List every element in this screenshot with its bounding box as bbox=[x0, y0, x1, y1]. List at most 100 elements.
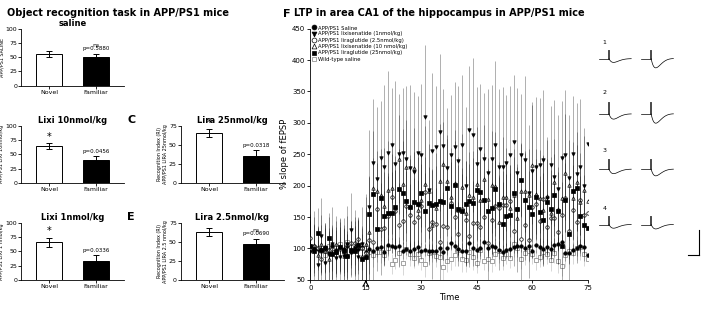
APP/PS1 Saline bbox=[402, 247, 411, 251]
Bar bbox=[84, 261, 109, 280]
Line: APP/PS1 liraglutide (25nmol/kg): APP/PS1 liraglutide (25nmol/kg) bbox=[309, 178, 590, 261]
Bar bbox=[196, 133, 222, 183]
APP/PS1 liraglutide (25nmol/kg) bbox=[517, 178, 525, 182]
APP/PS1 Saline bbox=[450, 244, 459, 248]
Text: 3: 3 bbox=[603, 148, 606, 153]
APP/PS1 lixisenatide (1nmol/kg) bbox=[406, 166, 414, 170]
APP/PS1 lixisenatide (10 nmol/kg) bbox=[306, 246, 314, 250]
APP/PS1 lixisenatide (10 nmol/kg) bbox=[336, 244, 344, 248]
APP/PS1 lixisenatide (1nmol/kg) bbox=[421, 115, 429, 119]
APP/PS1 liraglutide (2.5nmol/kg) bbox=[421, 190, 429, 194]
Line: Wild-type saline: Wild-type saline bbox=[309, 240, 590, 269]
Y-axis label: % slope of fEPSP: % slope of fEPSP bbox=[280, 119, 289, 189]
Text: C: C bbox=[127, 115, 135, 125]
Wild-type saline bbox=[457, 257, 466, 261]
APP/PS1 lixisenatide (1nmol/kg) bbox=[498, 165, 507, 169]
Title: Lira 25nmol/kg: Lira 25nmol/kg bbox=[197, 116, 268, 125]
Text: *: * bbox=[47, 226, 52, 237]
Text: p=0.0690: p=0.0690 bbox=[242, 232, 270, 237]
Text: p=0.0456: p=0.0456 bbox=[83, 149, 110, 154]
Line: APP/PS1 lixisenatide (1nmol/kg): APP/PS1 lixisenatide (1nmol/kg) bbox=[309, 115, 590, 267]
Title: Lixi 1nmol/kg: Lixi 1nmol/kg bbox=[41, 213, 105, 222]
APP/PS1 lixisenatide (1nmol/kg) bbox=[491, 143, 499, 147]
APP/PS1 Saline bbox=[557, 240, 566, 244]
Text: 2: 2 bbox=[603, 90, 606, 95]
APP/PS1 liraglutide (25nmol/kg) bbox=[487, 206, 496, 210]
Bar bbox=[243, 156, 269, 183]
Wild-type saline bbox=[498, 256, 507, 260]
X-axis label: Time: Time bbox=[439, 294, 459, 302]
APP/PS1 lixisenatide (10 nmol/kg) bbox=[395, 157, 404, 161]
Wild-type saline bbox=[306, 247, 314, 251]
Bar bbox=[84, 57, 109, 86]
APP/PS1 liraglutide (2.5nmol/kg) bbox=[317, 257, 326, 261]
Text: p=0.5880: p=0.5880 bbox=[83, 46, 110, 52]
APP/PS1 liraglutide (25nmol/kg) bbox=[583, 226, 592, 230]
APP/PS1 liraglutide (2.5nmol/kg) bbox=[535, 219, 544, 223]
APP/PS1 lixisenatide (10 nmol/kg) bbox=[535, 197, 544, 200]
APP/PS1 lixisenatide (10 nmol/kg) bbox=[498, 195, 507, 198]
Wild-type saline bbox=[491, 252, 499, 256]
Y-axis label: Recognition Index (RI)
APP/PS1 LIXI 1 nmol/kg: Recognition Index (RI) APP/PS1 LIXI 1 nm… bbox=[0, 223, 4, 280]
APP/PS1 Saline bbox=[491, 245, 499, 249]
APP/PS1 lixisenatide (1nmol/kg) bbox=[457, 143, 466, 147]
Bar bbox=[37, 146, 62, 183]
Line: APP/PS1 liraglutide (2.5nmol/kg): APP/PS1 liraglutide (2.5nmol/kg) bbox=[309, 190, 590, 261]
APP/PS1 lixisenatide (10 nmol/kg) bbox=[324, 258, 333, 261]
Bar bbox=[37, 242, 62, 280]
Line: APP/PS1 lixisenatide (10 nmol/kg): APP/PS1 lixisenatide (10 nmol/kg) bbox=[309, 157, 590, 261]
APP/PS1 liraglutide (2.5nmol/kg) bbox=[457, 207, 466, 211]
APP/PS1 liraglutide (25nmol/kg) bbox=[332, 250, 341, 254]
Legend: APP/PS1 Saline, APP/PS1 lixisenatide (1nmol/kg), APP/PS1 liraglutide (2.5nmol/kg: APP/PS1 Saline, APP/PS1 lixisenatide (1n… bbox=[312, 25, 407, 62]
APP/PS1 Saline bbox=[528, 249, 537, 253]
Text: 1: 1 bbox=[603, 40, 606, 45]
Title: saline: saline bbox=[59, 19, 87, 28]
APP/PS1 lixisenatide (10 nmol/kg) bbox=[583, 199, 592, 203]
Title: Lira 2.5nmol/kg: Lira 2.5nmol/kg bbox=[195, 213, 270, 222]
Wild-type saline bbox=[332, 250, 341, 254]
APP/PS1 lixisenatide (1nmol/kg) bbox=[314, 263, 322, 267]
APP/PS1 liraglutide (25nmol/kg) bbox=[535, 210, 544, 214]
Y-axis label: Recognition Index (RI)
APP/PS1 SALINE: Recognition Index (RI) APP/PS1 SALINE bbox=[0, 30, 4, 84]
APP/PS1 lixisenatide (10 nmol/kg) bbox=[457, 185, 466, 189]
Wild-type saline bbox=[343, 240, 352, 244]
APP/PS1 liraglutide (2.5nmol/kg) bbox=[306, 236, 314, 240]
APP/PS1 liraglutide (2.5nmol/kg) bbox=[336, 247, 344, 251]
APP/PS1 liraglutide (25nmol/kg) bbox=[495, 203, 503, 206]
APP/PS1 liraglutide (2.5nmol/kg) bbox=[583, 211, 592, 215]
APP/PS1 lixisenatide (1nmol/kg) bbox=[583, 142, 592, 146]
APP/PS1 liraglutide (2.5nmol/kg) bbox=[491, 204, 499, 208]
APP/PS1 lixisenatide (10 nmol/kg) bbox=[491, 184, 499, 188]
Text: *: * bbox=[207, 118, 212, 128]
Bar bbox=[196, 232, 222, 280]
APP/PS1 Saline bbox=[484, 246, 492, 250]
Y-axis label: Recognition Index (RI)
APP/PS1 LIRA 25nmol/kg: Recognition Index (RI) APP/PS1 LIRA 25nm… bbox=[156, 124, 168, 184]
Text: p=0.0336: p=0.0336 bbox=[83, 248, 110, 253]
Wild-type saline bbox=[583, 257, 592, 261]
APP/PS1 liraglutide (25nmol/kg) bbox=[454, 207, 462, 211]
Y-axis label: Recognition Index (RI)
APP/PS1 LIRA 2.5 nmol/kg: Recognition Index (RI) APP/PS1 LIRA 2.5 … bbox=[156, 220, 168, 283]
Text: *: * bbox=[47, 132, 52, 142]
APP/PS1 liraglutide (25nmol/kg) bbox=[406, 204, 414, 208]
Text: ns: ns bbox=[93, 43, 100, 48]
APP/PS1 liraglutide (2.5nmol/kg) bbox=[498, 203, 507, 207]
APP/PS1 liraglutide (2.5nmol/kg) bbox=[406, 213, 414, 217]
Wild-type saline bbox=[535, 255, 544, 259]
Bar bbox=[243, 244, 269, 280]
Text: Object recognition task in APP/PS1 mice: Object recognition task in APP/PS1 mice bbox=[7, 8, 229, 18]
Wild-type saline bbox=[439, 266, 447, 269]
Y-axis label: Recognition Index (RI)
APP/PS1 LIXI 10nmol/kg: Recognition Index (RI) APP/PS1 LIXI 10nm… bbox=[0, 125, 4, 183]
Bar bbox=[84, 160, 109, 183]
Text: p=0.0318: p=0.0318 bbox=[242, 143, 270, 148]
Wild-type saline bbox=[406, 252, 414, 255]
Text: F: F bbox=[282, 9, 290, 18]
APP/PS1 Saline bbox=[583, 253, 592, 257]
APP/PS1 lixisenatide (1nmol/kg) bbox=[535, 163, 544, 167]
Bar bbox=[37, 54, 62, 86]
Line: APP/PS1 Saline: APP/PS1 Saline bbox=[309, 240, 590, 257]
Text: E: E bbox=[127, 212, 135, 223]
APP/PS1 lixisenatide (1nmol/kg) bbox=[306, 250, 314, 254]
APP/PS1 liraglutide (25nmol/kg) bbox=[306, 244, 314, 248]
APP/PS1 lixisenatide (10 nmol/kg) bbox=[410, 166, 418, 170]
APP/PS1 Saline bbox=[332, 248, 341, 252]
